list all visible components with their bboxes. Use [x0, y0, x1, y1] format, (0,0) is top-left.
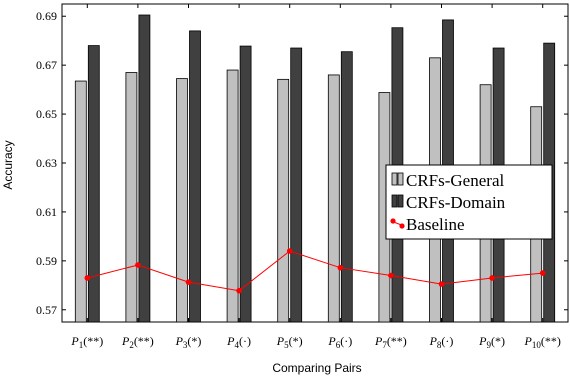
baseline-point [539, 270, 546, 276]
x-tick-label: P7(**) [374, 334, 407, 350]
baseline-line [87, 250, 543, 292]
legend: CRFs-General CRFs-Domain Baseline [385, 164, 553, 240]
bar-crfs-domain [189, 30, 201, 323]
plot-frame [61, 3, 569, 323]
legend-swatch [399, 223, 405, 229]
y-axis-title: Accuracy [1, 140, 15, 189]
bar-crfs-general [226, 69, 239, 323]
baseline-point [84, 275, 91, 281]
legend-label: CRFs-General [406, 171, 504, 190]
bar-crfs-domain [239, 45, 252, 323]
baseline-point [135, 262, 141, 268]
y-axis: 0.57 0.59 0.61 0.63 0.65 0.67 0.69 [36, 9, 568, 317]
x-axis-title: Comparing Pairs [272, 361, 361, 375]
x-tick-label: P10(**) [524, 334, 561, 350]
baseline-point [489, 275, 495, 281]
legend-swatch [391, 194, 398, 208]
y-tick-label: 0.57 [36, 303, 57, 317]
baseline-point [286, 248, 293, 254]
legend-swatch [397, 172, 404, 186]
baseline-series [84, 248, 546, 294]
baseline-point [438, 281, 445, 287]
plot-border [61, 3, 569, 323]
baseline-point [337, 264, 344, 271]
legend-swatch [390, 218, 396, 224]
bar-crfs-domain [290, 47, 303, 323]
legend-box [385, 164, 553, 240]
baseline-point [236, 287, 242, 294]
x-tick-label: P2(**) [121, 334, 154, 350]
legend-label: CRFs-Domain [406, 193, 506, 212]
x-tick-label: P8(·) [429, 334, 454, 350]
bar-crfs-general [176, 78, 188, 323]
bar-crfs-general [74, 80, 87, 323]
y-tick-label: 0.59 [36, 254, 57, 268]
y-tick-label: 0.65 [36, 107, 57, 121]
bar-crfs-domain [87, 45, 100, 323]
x-tick-label: P9(*) [478, 334, 505, 350]
bar-crfs-domain [340, 51, 353, 323]
legend-swatch [397, 194, 404, 208]
bar-crfs-general [277, 78, 290, 323]
y-tick-label: 0.61 [36, 205, 57, 219]
x-axis: P1(**) P2(**) P3(*) P4(·) P5(*) P6(·) P7(**) P8… [70, 4, 561, 350]
x-tick-label: P1(**) [70, 334, 103, 350]
legend-swatch [391, 172, 398, 186]
bar-crfs-domain [138, 14, 151, 323]
y-tick-label: 0.69 [36, 9, 57, 23]
legend-label: Baseline [406, 215, 465, 234]
x-tick-label: P4(·) [226, 334, 251, 350]
bar-crfs-general [125, 72, 138, 323]
baseline-point [388, 272, 394, 279]
y-tick-label: 0.63 [36, 156, 57, 170]
baseline-point [185, 279, 192, 285]
x-tick-label: P6(·) [327, 334, 352, 350]
y-tick-label: 0.67 [36, 58, 57, 72]
x-tick-label: P5(*) [276, 334, 303, 350]
x-tick-label: P3(*) [175, 334, 202, 350]
bar-crfs-general [327, 74, 340, 323]
